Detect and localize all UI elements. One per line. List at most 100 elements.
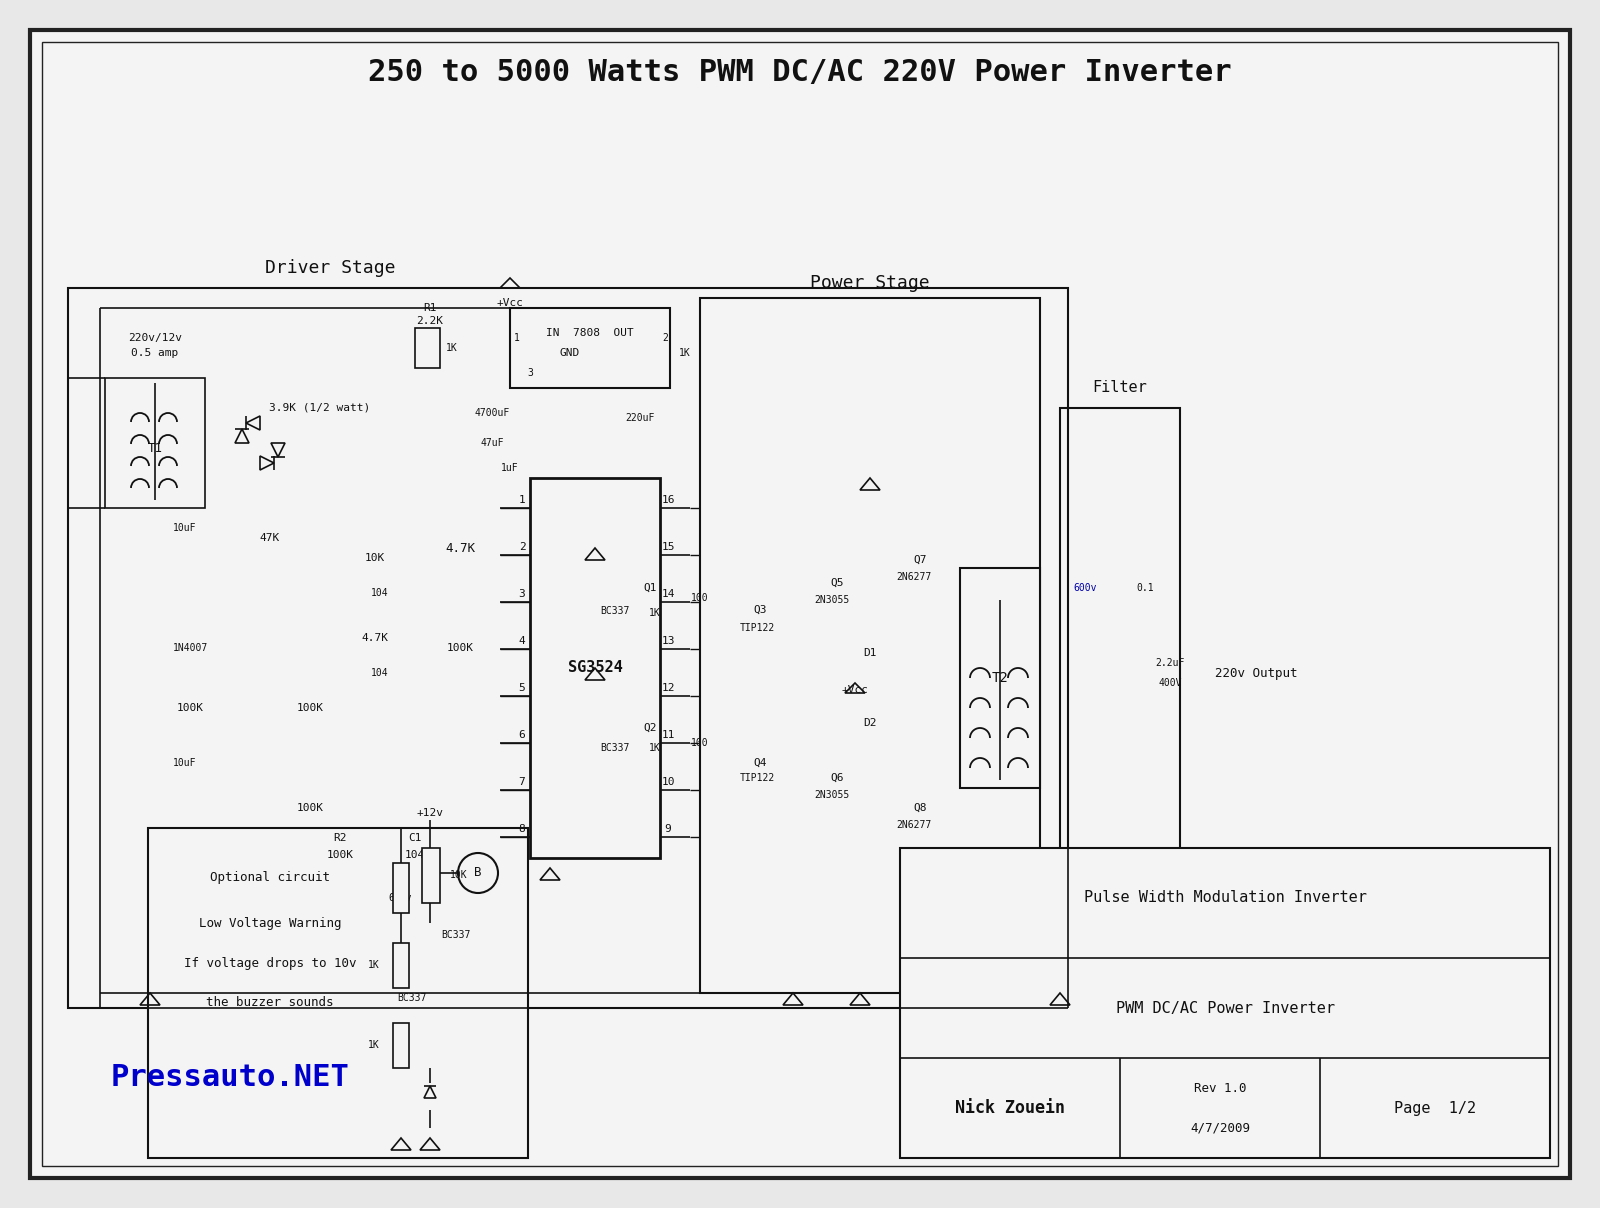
Text: 2: 2 — [662, 333, 667, 343]
Text: 400V: 400V — [1158, 678, 1182, 689]
Text: Pressauto.NET: Pressauto.NET — [110, 1063, 349, 1092]
Text: BC337: BC337 — [600, 743, 630, 753]
Text: 2N6277: 2N6277 — [896, 573, 931, 582]
Bar — [394, 1023, 410, 1068]
Text: 8: 8 — [518, 824, 525, 834]
Text: Q5: Q5 — [830, 577, 843, 588]
Text: 100: 100 — [691, 738, 709, 748]
Text: 100K: 100K — [446, 643, 474, 654]
Text: Q7: Q7 — [914, 554, 926, 565]
Text: R1: R1 — [424, 303, 437, 313]
Text: 1K: 1K — [678, 348, 691, 358]
Bar — [701, 298, 1040, 993]
Text: 104: 104 — [371, 668, 389, 678]
Bar — [530, 478, 661, 858]
Text: 1K: 1K — [650, 743, 661, 753]
Text: 10uF: 10uF — [173, 757, 197, 768]
Text: Pulse Width Modulation Inverter: Pulse Width Modulation Inverter — [1083, 890, 1366, 906]
Text: 11: 11 — [661, 730, 675, 741]
Text: 5: 5 — [518, 683, 525, 693]
Text: 220v Output: 220v Output — [1214, 667, 1298, 679]
Text: Filter: Filter — [1093, 381, 1147, 395]
Bar — [106, 378, 205, 509]
Text: 4.7K: 4.7K — [362, 633, 389, 643]
Bar — [899, 848, 1550, 1158]
Text: 1: 1 — [514, 333, 520, 343]
Text: 10: 10 — [661, 777, 675, 786]
Text: 3.9K (1/2 watt): 3.9K (1/2 watt) — [269, 403, 371, 413]
Text: Nick Zouein: Nick Zouein — [955, 1099, 1066, 1117]
Bar — [67, 288, 1069, 1007]
Text: D1: D1 — [864, 647, 877, 658]
Text: Q8: Q8 — [914, 803, 926, 813]
Text: Q3: Q3 — [754, 605, 766, 615]
Text: B: B — [474, 866, 482, 879]
Text: If voltage drops to 10v: If voltage drops to 10v — [184, 957, 357, 970]
Text: 4: 4 — [518, 635, 525, 646]
Text: Q1: Q1 — [643, 583, 656, 593]
Text: 2: 2 — [518, 542, 525, 552]
Bar — [510, 308, 670, 388]
Text: Optional circuit: Optional circuit — [210, 871, 330, 884]
Text: T2: T2 — [992, 670, 1008, 685]
Bar — [414, 329, 440, 368]
Text: 10K: 10K — [365, 553, 386, 563]
Text: 0.1: 0.1 — [1136, 583, 1154, 593]
Text: 3: 3 — [526, 368, 533, 378]
Text: 100K: 100K — [296, 803, 323, 813]
Text: 0.5 amp: 0.5 amp — [131, 348, 179, 358]
Text: TIP122: TIP122 — [739, 623, 774, 633]
Text: BC337: BC337 — [442, 930, 470, 940]
Text: Low Voltage Warning: Low Voltage Warning — [198, 917, 341, 929]
Text: 4700uF: 4700uF — [474, 408, 510, 418]
Text: the buzzer sounds: the buzzer sounds — [206, 997, 334, 1010]
Text: PWM DC/AC Power Inverter: PWM DC/AC Power Inverter — [1115, 1000, 1334, 1016]
Text: 4/7/2009: 4/7/2009 — [1190, 1121, 1250, 1134]
Text: 6.8v: 6.8v — [389, 893, 411, 904]
Text: 10uF: 10uF — [173, 523, 197, 533]
Text: 100K: 100K — [326, 850, 354, 860]
Text: 10K: 10K — [450, 870, 467, 879]
Text: Driver Stage: Driver Stage — [264, 259, 395, 277]
Text: 16: 16 — [661, 495, 675, 505]
Text: Q2: Q2 — [643, 724, 656, 733]
Text: 600v: 600v — [1074, 583, 1096, 593]
Text: +12v: +12v — [416, 808, 443, 818]
Text: 100: 100 — [691, 593, 709, 603]
Text: R2: R2 — [333, 834, 347, 843]
Text: 4.7K: 4.7K — [445, 541, 475, 554]
Bar — [394, 943, 410, 988]
Text: Rev 1.0: Rev 1.0 — [1194, 1081, 1246, 1094]
Text: 14: 14 — [661, 590, 675, 599]
Text: 100K: 100K — [176, 703, 203, 713]
Text: 12: 12 — [661, 683, 675, 693]
Text: 1uF: 1uF — [501, 463, 518, 474]
Text: 1K: 1K — [368, 960, 381, 970]
Bar — [147, 827, 528, 1158]
Text: 2N6277: 2N6277 — [896, 820, 931, 830]
Text: Q6: Q6 — [830, 773, 843, 783]
Text: Page  1/2: Page 1/2 — [1394, 1100, 1477, 1115]
Text: 1N4007: 1N4007 — [173, 643, 208, 654]
Bar — [394, 863, 410, 913]
Bar — [422, 848, 440, 904]
Bar — [960, 568, 1040, 788]
Text: 2.2K: 2.2K — [416, 316, 443, 326]
Text: 1: 1 — [518, 495, 525, 505]
Text: GND: GND — [560, 348, 581, 358]
Bar — [1059, 408, 1181, 898]
Text: IN  7808  OUT: IN 7808 OUT — [546, 329, 634, 338]
Text: 220uF: 220uF — [626, 413, 654, 423]
Text: BC337: BC337 — [397, 993, 427, 1003]
Text: 2N3055: 2N3055 — [814, 790, 850, 800]
Text: Power Stage: Power Stage — [810, 274, 930, 292]
Text: T1: T1 — [147, 441, 163, 454]
Text: BC337: BC337 — [600, 606, 630, 616]
Text: TIP122: TIP122 — [739, 773, 774, 783]
Text: D2: D2 — [864, 718, 877, 728]
Text: Q4: Q4 — [754, 757, 766, 768]
Text: 47uF: 47uF — [480, 439, 504, 448]
Text: +Vcc: +Vcc — [496, 298, 523, 308]
Text: 104: 104 — [371, 588, 389, 598]
Text: C1: C1 — [408, 834, 422, 843]
